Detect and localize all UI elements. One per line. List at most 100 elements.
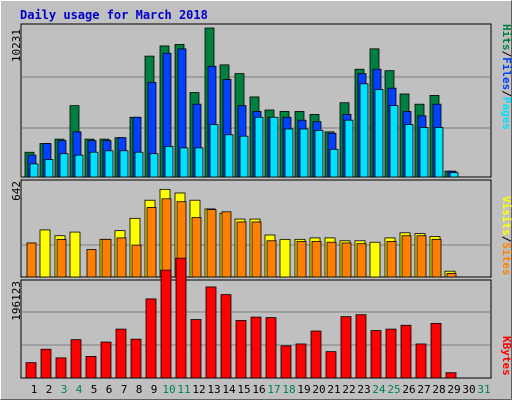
sites-bar-day-21 <box>326 241 337 278</box>
day-label-30: 30 <box>462 383 475 396</box>
pages-bar-day-3 <box>59 153 69 178</box>
day-label-22: 22 <box>342 383 355 396</box>
kbytes-bar-day-5 <box>85 356 97 379</box>
kbytes-bar-day-17 <box>265 317 277 379</box>
legend-files: Files <box>500 57 512 90</box>
sites-bar-day-15 <box>236 221 247 278</box>
day-label-19: 19 <box>297 383 310 396</box>
kbytes-bar-day-16 <box>250 316 262 379</box>
pages-bar-day-19 <box>299 128 309 178</box>
visits-ymax-label: 642 <box>10 181 23 201</box>
kbytes-panel <box>20 257 492 379</box>
sites-bar-day-13 <box>206 209 217 278</box>
sites-bar-day-26 <box>401 235 412 278</box>
kbytes-bar-day-6 <box>100 341 112 379</box>
day-label-20: 20 <box>312 383 325 396</box>
legend-visits-sites: Visits/Sites <box>500 196 512 276</box>
pages-bar-day-17 <box>269 116 279 178</box>
kbytes-bar-day-15 <box>235 320 247 379</box>
sites-bar-day-3 <box>56 238 67 278</box>
kbytes-bar-day-18 <box>280 345 292 379</box>
pages-bar-day-29 <box>449 172 459 178</box>
day-label-16: 16 <box>252 383 265 396</box>
day-label-13: 13 <box>207 383 220 396</box>
kbytes-bar-day-22 <box>340 316 352 379</box>
sites-bar-day-14 <box>221 211 232 278</box>
sites-bar-day-6 <box>101 238 112 278</box>
pages-bar-day-27 <box>419 127 429 178</box>
kbytes-bar-day-14 <box>220 294 232 379</box>
kbytes-bar-day-12 <box>190 319 202 379</box>
day-label-3: 3 <box>61 383 68 396</box>
visits-bar-day-2 <box>39 229 51 278</box>
day-label-2: 2 <box>46 383 53 396</box>
pages-bar-day-5 <box>89 151 99 178</box>
day-label-17: 17 <box>267 383 280 396</box>
kbytes-bar-day-21 <box>325 351 337 379</box>
kbytes-bar-day-13 <box>205 286 217 379</box>
sites-bar-day-7 <box>116 237 127 278</box>
sites-bar-day-8 <box>131 244 142 278</box>
pages-bar-day-9 <box>149 153 159 178</box>
pages-bar-day-4 <box>74 154 84 178</box>
sites-bar-day-10 <box>161 198 172 278</box>
pages-bar-day-13 <box>209 124 219 178</box>
kbytes-bar-day-9 <box>145 298 157 379</box>
legend-hits: Hits <box>500 24 512 51</box>
kbytes-bar-day-1 <box>25 362 37 379</box>
kbytes-bar-day-19 <box>295 343 307 379</box>
pages-bar-day-16 <box>254 116 264 178</box>
day-label-14: 14 <box>222 383 236 396</box>
pages-bar-day-11 <box>179 147 189 178</box>
day-label-28: 28 <box>432 383 445 396</box>
sites-bar-day-17 <box>266 240 277 278</box>
kbytes-bar-day-25 <box>385 328 397 379</box>
day-labels: 1 2 3 4 5 6 7 8 9 10 11 12 13 14 15 16 17 18 19 20 21 22 23 24 2… <box>31 383 491 396</box>
sites-bar-day-27 <box>416 235 427 278</box>
pages-bar-day-8 <box>134 151 144 178</box>
kbytes-bar-day-20 <box>310 330 322 379</box>
pages-bar-day-26 <box>404 124 414 178</box>
sites-bar-day-5 <box>86 249 97 278</box>
kbytes-bar-day-2 <box>40 348 52 379</box>
pages-bar-day-21 <box>329 148 339 178</box>
pages-bar-day-7 <box>119 150 129 178</box>
legend-sites: Sites <box>500 242 512 275</box>
legend-separator-2: / <box>500 90 512 97</box>
hits-files-pages-panel <box>20 23 492 178</box>
day-label-4: 4 <box>76 383 83 396</box>
sites-bar-day-28 <box>431 238 442 278</box>
pages-bar-day-10 <box>164 146 174 178</box>
kbytes-bar-day-27 <box>415 343 427 379</box>
pages-bar-day-23 <box>359 83 369 178</box>
visits-bar-day-4 <box>69 231 81 278</box>
pages-bar-day-12 <box>194 147 204 178</box>
pages-bar-day-6 <box>104 150 114 178</box>
day-label-1: 1 <box>31 383 38 396</box>
day-label-5: 5 <box>91 383 98 396</box>
sites-bar-day-9 <box>146 207 157 278</box>
day-label-23: 23 <box>357 383 370 396</box>
day-label-6: 6 <box>106 383 113 396</box>
kbytes-bar-day-26 <box>400 324 412 379</box>
day-label-31: 31 <box>477 383 490 396</box>
day-label-8: 8 <box>136 383 143 396</box>
sites-bar-day-19 <box>296 241 307 278</box>
kbytes-bar-day-4 <box>70 339 82 379</box>
day-label-12: 12 <box>192 383 205 396</box>
legend-kbytes-label: KBytes <box>500 336 512 376</box>
sites-bar-day-23 <box>356 243 367 278</box>
legend-visits: Visits <box>500 196 512 236</box>
sites-bar-day-16 <box>251 221 262 278</box>
kbytes-bar-day-28 <box>430 322 442 379</box>
legend-separator-3: / <box>500 236 512 243</box>
day-label-25: 25 <box>387 383 400 396</box>
kbytes-bar-day-24 <box>370 330 382 379</box>
visits-sites-panel <box>20 179 492 278</box>
day-label-9: 9 <box>151 383 158 396</box>
legend-hits-files-pages: Hits/Files/Pages <box>500 24 512 130</box>
visits-bar-day-18 <box>279 238 291 278</box>
hits-ymax-label: 10231 <box>10 29 23 62</box>
pages-bar-day-1 <box>29 163 39 178</box>
